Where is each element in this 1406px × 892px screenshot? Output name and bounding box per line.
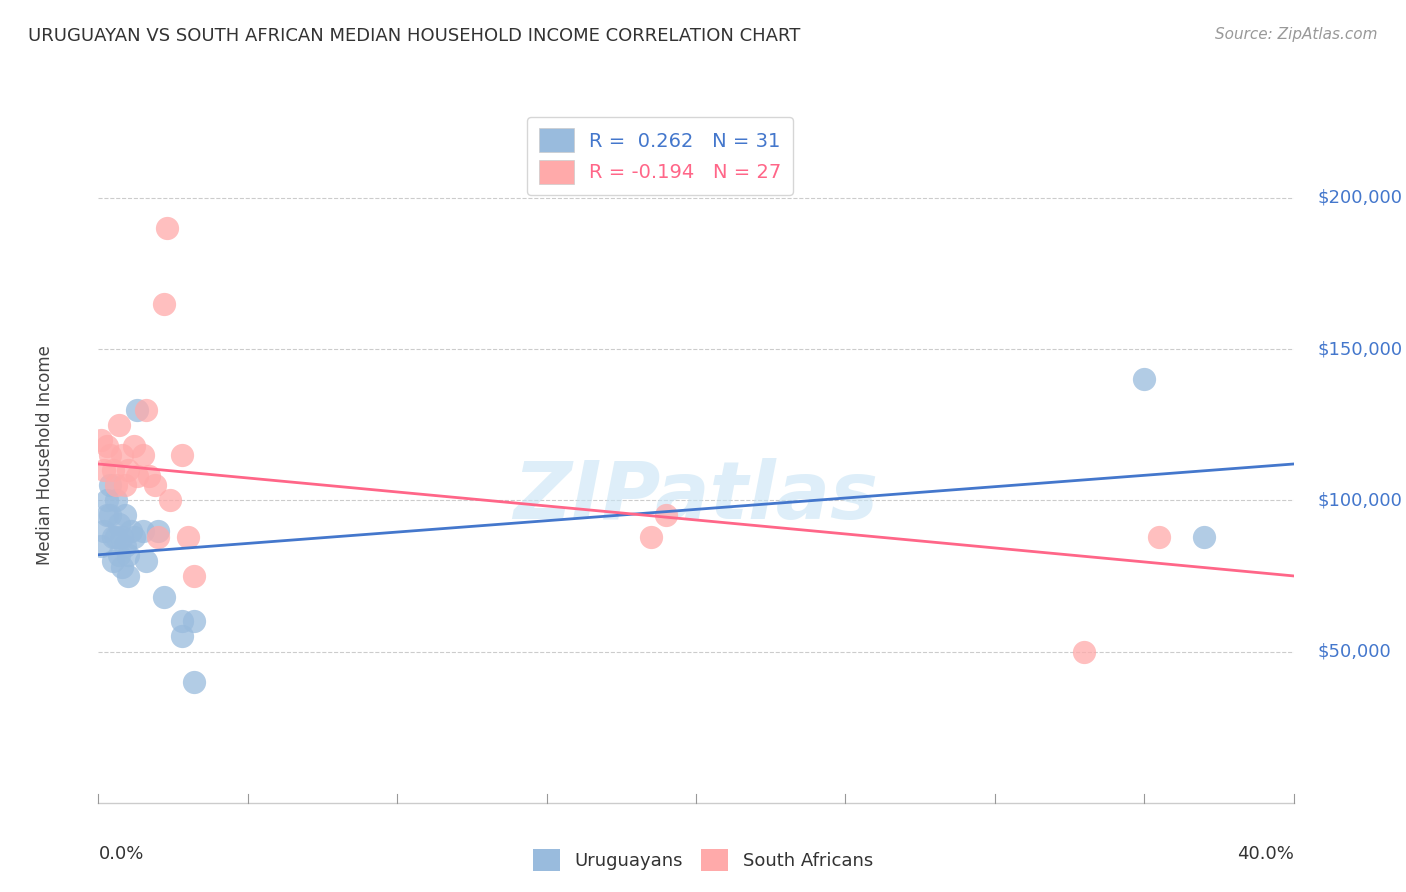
- Point: [120, 524, 142, 538]
- Point: [124, 530, 146, 544]
- Text: Median Household Income: Median Household Income: [35, 345, 53, 565]
- Legend: R =  0.262   N = 31, R = -0.194   N = 27: R = 0.262 N = 31, R = -0.194 N = 27: [527, 117, 793, 195]
- Point: [172, 448, 194, 462]
- Point: [183, 674, 205, 689]
- Point: [111, 530, 134, 544]
- Point: [156, 221, 179, 235]
- Point: [105, 478, 128, 492]
- Point: [96, 439, 118, 453]
- Point: [159, 493, 181, 508]
- Point: [135, 402, 157, 417]
- Point: [111, 448, 134, 462]
- Point: [177, 530, 200, 544]
- Point: [98, 448, 122, 462]
- Point: [148, 530, 170, 544]
- Point: [153, 296, 176, 310]
- Point: [105, 530, 128, 544]
- Text: 40.0%: 40.0%: [1237, 845, 1294, 863]
- Point: [114, 539, 136, 553]
- Point: [98, 478, 122, 492]
- Point: [132, 448, 155, 462]
- Point: [1147, 530, 1170, 544]
- Point: [114, 508, 136, 523]
- Point: [117, 569, 139, 583]
- Point: [117, 463, 139, 477]
- Point: [90, 539, 112, 553]
- Point: [183, 569, 205, 583]
- Point: [93, 524, 115, 538]
- Point: [103, 554, 125, 568]
- Text: Source: ZipAtlas.com: Source: ZipAtlas.com: [1215, 27, 1378, 42]
- Point: [105, 493, 128, 508]
- Point: [135, 554, 157, 568]
- Point: [96, 508, 118, 523]
- Point: [96, 493, 118, 508]
- Point: [1192, 530, 1215, 544]
- Point: [108, 417, 131, 432]
- Point: [172, 615, 194, 629]
- Point: [111, 559, 134, 574]
- Point: [127, 469, 149, 483]
- Text: $100,000: $100,000: [1317, 491, 1402, 509]
- Text: URUGUAYAN VS SOUTH AFRICAN MEDIAN HOUSEHOLD INCOME CORRELATION CHART: URUGUAYAN VS SOUTH AFRICAN MEDIAN HOUSEH…: [28, 27, 800, 45]
- Text: $50,000: $50,000: [1317, 642, 1391, 661]
- Point: [127, 402, 149, 417]
- Point: [138, 469, 160, 483]
- Point: [93, 463, 115, 477]
- Point: [108, 517, 131, 532]
- Point: [183, 615, 205, 629]
- Point: [172, 629, 194, 643]
- Point: [117, 548, 139, 562]
- Legend: Uruguayans, South Africans: Uruguayans, South Africans: [526, 842, 880, 879]
- Point: [108, 548, 131, 562]
- Point: [148, 524, 170, 538]
- Point: [1073, 644, 1095, 658]
- Point: [132, 524, 155, 538]
- Point: [103, 463, 125, 477]
- Text: $150,000: $150,000: [1317, 340, 1403, 358]
- Text: $200,000: $200,000: [1317, 189, 1402, 207]
- Text: ZIPatlas: ZIPatlas: [513, 458, 879, 536]
- Point: [655, 508, 678, 523]
- Point: [1133, 372, 1156, 386]
- Point: [640, 530, 662, 544]
- Point: [124, 439, 146, 453]
- Point: [98, 508, 122, 523]
- Text: 0.0%: 0.0%: [98, 845, 143, 863]
- Point: [90, 433, 112, 447]
- Point: [103, 530, 125, 544]
- Point: [143, 478, 166, 492]
- Point: [114, 478, 136, 492]
- Point: [153, 590, 176, 604]
